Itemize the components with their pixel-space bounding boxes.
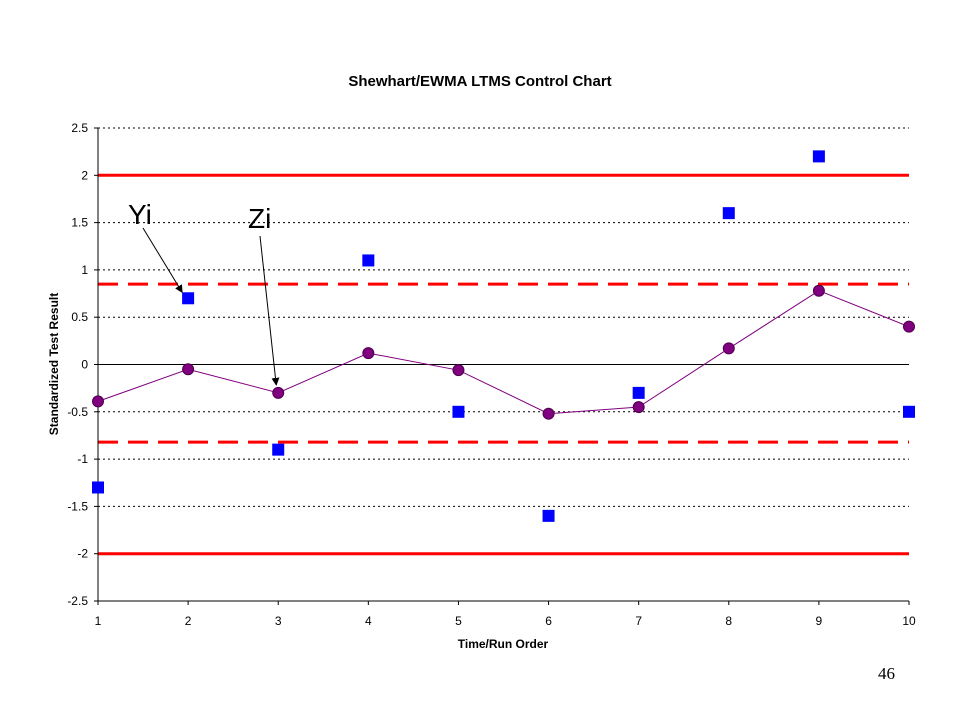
zi-series-line <box>97 290 910 415</box>
x-tick-label: 8 <box>725 614 732 628</box>
y-tick-label: 1 <box>81 263 88 277</box>
yi-point <box>722 207 735 220</box>
yi-point <box>542 509 555 522</box>
y-tick-label: 2.5 <box>71 121 88 135</box>
y-tick-label: -2.5 <box>67 594 88 608</box>
x-tick-label: 10 <box>902 614 916 628</box>
x-tick-label: 6 <box>545 614 552 628</box>
zi-point <box>272 386 285 399</box>
zi-point <box>92 395 104 408</box>
x-tick-label: 1 <box>95 614 102 628</box>
y-tick-label: 0 <box>81 358 88 372</box>
x-tick-label: 7 <box>635 614 642 628</box>
y-tick-label: -1 <box>77 452 88 466</box>
zi-point <box>542 407 555 420</box>
x-tick-label: 2 <box>185 614 192 628</box>
data-series <box>92 150 915 522</box>
yi-point <box>812 150 825 163</box>
annotation-yi-arrow <box>142 227 183 294</box>
yi-point <box>182 292 195 305</box>
axes: 2.5 2 1.5 1 0.5 0 -0.5 -1 -1.5 -2 -2.5 1 2 3 4 5 6 7 8 9 10 <box>67 121 916 628</box>
y-tick-label: 1.5 <box>71 216 88 230</box>
zi-point <box>182 363 195 376</box>
x-tick-label: 3 <box>275 614 282 628</box>
y-tick-label: 0.5 <box>71 310 88 324</box>
y-tick-label: -1.5 <box>67 499 88 513</box>
annotation-yi-label: Yi <box>128 199 152 230</box>
yi-point <box>92 481 104 494</box>
zi-point <box>362 347 375 360</box>
y-tick-label: 2 <box>81 168 88 182</box>
x-tick-label: 4 <box>365 614 372 628</box>
annotations: Yi Zi <box>128 199 280 386</box>
x-tick-label: 9 <box>816 614 823 628</box>
y-tick-label: -0.5 <box>67 405 88 419</box>
control-limits <box>98 173 909 556</box>
yi-point <box>452 405 465 418</box>
zi-point <box>903 320 915 333</box>
page-number: 46 <box>878 664 895 683</box>
annotation-zi-arrow <box>259 235 280 386</box>
y-axis-title: Standardized Test Result <box>47 293 61 435</box>
zi-point <box>632 401 645 414</box>
zi-point <box>812 284 825 297</box>
zi-point <box>452 364 465 377</box>
x-axis-title: Time/Run Order <box>458 637 549 651</box>
yi-point <box>903 405 915 418</box>
yi-point <box>632 386 645 399</box>
yi-point <box>362 254 375 267</box>
chart-title: Shewhart/EWMA LTMS Control Chart <box>348 73 611 90</box>
annotation-zi-label: Zi <box>248 203 271 234</box>
yi-point <box>272 443 285 456</box>
y-tick-label: -2 <box>77 547 88 561</box>
x-tick-label: 5 <box>455 614 462 628</box>
zi-point <box>722 342 735 355</box>
